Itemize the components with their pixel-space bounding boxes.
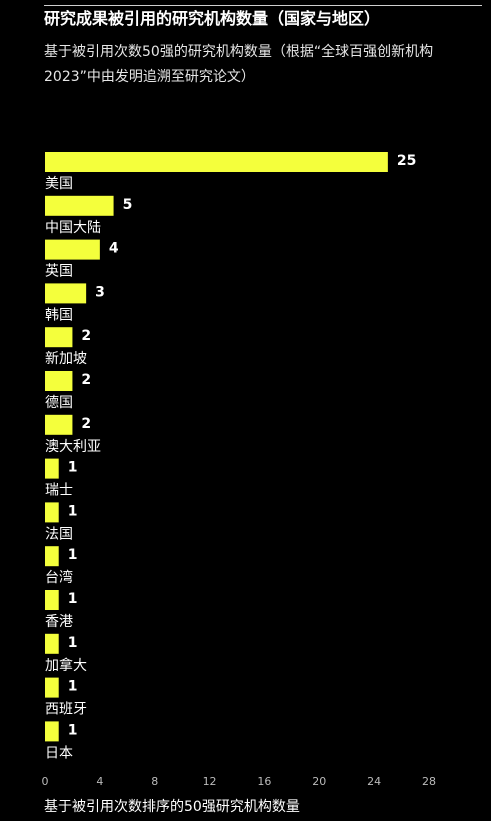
bar-9: [45, 546, 59, 567]
category-label-9: 台湾: [45, 569, 73, 586]
chart-title: 研究成果被引用的研究机构数量（国家与地区）: [44, 9, 381, 28]
x-tick-label-7: 28: [422, 775, 436, 788]
value-label-0: 25: [397, 153, 416, 169]
value-labels-layer: 25 5 4 3 2 2 2 1 1 1 1 1 1 1: [68, 153, 417, 738]
bar-12: [45, 677, 59, 698]
top-rule: [44, 5, 482, 6]
value-label-13: 1: [68, 722, 78, 738]
chart-subtitle: 基于被引用次数50强的研究机构数量（根据“全球百强创新机构2023”中由发明追溯…: [44, 44, 434, 85]
category-label-2: 英国: [45, 263, 73, 280]
bar-1: [45, 195, 114, 216]
category-label-11: 加拿大: [45, 657, 87, 674]
category-label-12: 西班牙: [45, 702, 87, 718]
bar-8: [45, 502, 59, 523]
value-label-1: 5: [123, 197, 133, 213]
value-label-11: 1: [68, 635, 78, 651]
x-tick-label-6: 24: [367, 775, 381, 788]
x-axis-ticks: 0 4 8 12 16 20 24 28: [42, 775, 437, 788]
bar-chart: 25 5 4 3 2 2 2 1 1 1 1 1 1 1 美国中国大陆英国韩国新加坡德国澳大利亚瑞士法国台…: [42, 152, 437, 788]
x-tick-label-0: 0: [42, 775, 49, 788]
category-label-6: 澳大利亚: [45, 439, 101, 455]
bar-2: [45, 239, 100, 260]
x-tick-label-4: 16: [257, 775, 271, 788]
bar-11: [45, 633, 59, 654]
category-label-1: 中国大陆: [45, 220, 101, 236]
category-label-8: 法国: [45, 526, 73, 542]
bar-4: [45, 327, 73, 348]
x-tick-label-3: 12: [203, 775, 217, 788]
x-tick-label-1: 4: [96, 775, 103, 788]
value-label-2: 4: [109, 241, 119, 257]
category-label-0: 美国: [45, 176, 73, 192]
x-tick-label-5: 20: [312, 775, 326, 788]
bar-7: [45, 458, 59, 479]
value-label-10: 1: [68, 591, 78, 607]
x-tick-label-2: 8: [151, 775, 158, 788]
value-label-4: 2: [81, 328, 91, 344]
value-label-5: 2: [81, 372, 91, 388]
bar-6: [45, 414, 73, 435]
bar-0: [45, 152, 388, 172]
value-label-8: 1: [68, 503, 78, 519]
category-label-4: 新加坡: [45, 351, 87, 367]
value-label-12: 1: [68, 679, 78, 695]
bar-13: [45, 721, 59, 742]
bars-layer: [45, 152, 388, 742]
value-label-6: 2: [81, 416, 91, 432]
category-label-5: 德国: [45, 395, 73, 411]
value-label-7: 1: [68, 460, 78, 476]
x-axis-label: 基于被引用次数排序的50强研究机构数量: [44, 799, 300, 815]
category-label-7: 瑞士: [45, 483, 73, 499]
category-label-13: 日本: [45, 745, 73, 761]
value-label-3: 3: [95, 284, 105, 300]
bar-3: [45, 283, 87, 304]
bar-10: [45, 590, 59, 610]
bar-5: [45, 371, 73, 391]
value-label-9: 1: [68, 547, 78, 563]
category-label-10: 香港: [45, 614, 73, 630]
category-label-3: 韩国: [45, 307, 73, 323]
